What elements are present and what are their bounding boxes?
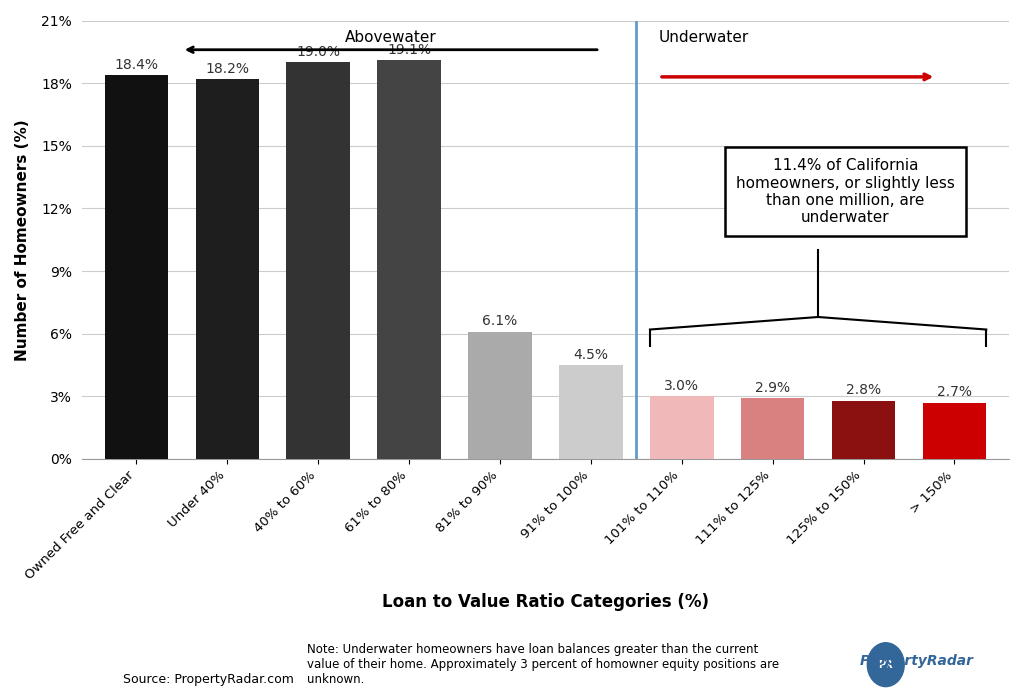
Bar: [287, 62, 350, 459]
Bar: [196, 79, 259, 459]
Text: 4.5%: 4.5%: [573, 348, 608, 362]
Text: 3.0%: 3.0%: [665, 379, 699, 393]
Bar: [104, 74, 168, 459]
Bar: [650, 396, 714, 459]
Text: 18.2%: 18.2%: [206, 62, 249, 76]
Text: PropertyRadar: PropertyRadar: [859, 654, 974, 668]
Text: 11.4% of California
homeowners, or slightly less
than one million, are
underwate: 11.4% of California homeowners, or sligh…: [736, 158, 954, 226]
Text: 2.7%: 2.7%: [937, 386, 972, 400]
Text: Abovewater: Abovewater: [345, 29, 437, 45]
Text: 18.4%: 18.4%: [115, 58, 159, 72]
X-axis label: Loan to Value Ratio Categories (%): Loan to Value Ratio Categories (%): [382, 594, 709, 611]
Text: Underwater: Underwater: [659, 29, 750, 45]
Circle shape: [867, 643, 904, 686]
Text: Source: PropertyRadar.com: Source: PropertyRadar.com: [123, 672, 294, 686]
Text: 6.1%: 6.1%: [482, 315, 517, 329]
Text: PR: PR: [879, 660, 893, 670]
Bar: [559, 365, 623, 459]
Text: 2.8%: 2.8%: [846, 383, 881, 397]
Bar: [468, 331, 531, 459]
Text: Note: Underwater homeowners have loan balances greater than the current
value of: Note: Underwater homeowners have loan ba…: [307, 642, 779, 686]
Text: 2.9%: 2.9%: [755, 381, 791, 395]
Bar: [741, 398, 805, 459]
Text: 19.0%: 19.0%: [296, 45, 340, 59]
Bar: [923, 402, 986, 459]
Bar: [377, 60, 441, 459]
Bar: [831, 400, 895, 459]
Y-axis label: Number of Homeowners (%): Number of Homeowners (%): [15, 119, 30, 361]
Text: 19.1%: 19.1%: [387, 43, 431, 57]
